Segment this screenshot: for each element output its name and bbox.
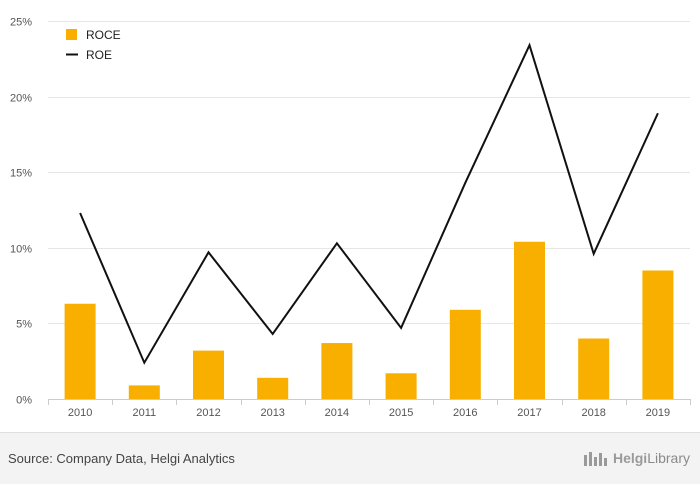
roce-bar xyxy=(514,242,545,399)
roce-bars xyxy=(65,242,674,399)
roce-bar xyxy=(450,310,481,399)
legend: ROCE ROE xyxy=(66,28,121,62)
roe-line xyxy=(80,45,658,363)
y-tick-label: 20% xyxy=(10,93,32,105)
footer: Source: Company Data, Helgi Analytics He… xyxy=(0,432,700,484)
library-logo-icon xyxy=(583,449,609,467)
x-axis-ticks: 2010 2011 2012 2013 2014 2015 2016 2017 2018 2019 xyxy=(49,399,691,419)
y-tick-label: 5% xyxy=(16,319,32,331)
roce-bar xyxy=(257,378,288,399)
x-tick-label: 2012 xyxy=(196,407,220,419)
x-tick-label: 2017 xyxy=(517,407,541,419)
x-tick-label: 2015 xyxy=(389,407,413,419)
y-axis-ticks: 0% 5% 10% 15% 20% 25% xyxy=(10,17,32,407)
roce-bar xyxy=(321,343,352,399)
y-tick-label: 10% xyxy=(10,244,32,256)
x-tick-label: 2013 xyxy=(260,407,284,419)
roce-bar xyxy=(129,385,160,399)
roce-bar xyxy=(578,339,609,399)
y-tick-label: 25% xyxy=(10,17,32,29)
source-note: Source: Company Data, Helgi Analytics xyxy=(8,451,235,466)
roe-series-line xyxy=(80,45,658,363)
x-tick-label: 2010 xyxy=(68,407,92,419)
legend-swatch-roce xyxy=(66,29,77,40)
y-tick-label: 0% xyxy=(16,395,32,407)
roce-bar xyxy=(642,270,673,399)
x-tick-label: 2014 xyxy=(325,407,349,419)
roce-bar xyxy=(193,351,224,399)
x-tick-label: 2019 xyxy=(646,407,670,419)
brand-name-a: Helgi xyxy=(613,450,647,466)
x-tick-label: 2011 xyxy=(132,407,156,419)
roce-bar xyxy=(65,304,96,399)
roce-bar xyxy=(386,373,417,399)
x-tick-label: 2018 xyxy=(581,407,605,419)
brand-name-b: Library xyxy=(647,450,690,466)
x-tick-label: 2016 xyxy=(453,407,477,419)
legend-label-roe: ROE xyxy=(86,48,112,62)
y-tick-label: 15% xyxy=(10,168,32,180)
legend-label-roce: ROCE xyxy=(86,28,121,42)
